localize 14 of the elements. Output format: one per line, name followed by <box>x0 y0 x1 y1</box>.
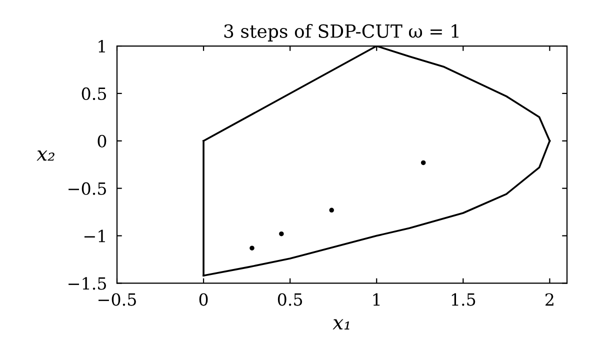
y-tick-label: 1 <box>98 40 105 52</box>
x-tick-label: 1.5 <box>452 293 476 306</box>
y-axis-title: x₂ <box>36 150 54 161</box>
x-tick-label: 1 <box>373 293 380 306</box>
y-tick-label: −1.5 <box>68 277 106 290</box>
y-tick-label: −1 <box>84 230 105 242</box>
y-tick-label: 0 <box>98 134 106 148</box>
chart-title: 3 steps of SDP-CUT ω = 1 <box>224 24 458 42</box>
x-axis-title: x₁ <box>332 319 350 330</box>
x-tick-label: 0 <box>199 293 208 306</box>
y-tick-label: −0.5 <box>68 182 106 195</box>
x-tick-label: 2 <box>546 293 554 306</box>
x-tick-label: 0.5 <box>278 293 302 306</box>
y-tick-label: 0.5 <box>82 87 106 100</box>
